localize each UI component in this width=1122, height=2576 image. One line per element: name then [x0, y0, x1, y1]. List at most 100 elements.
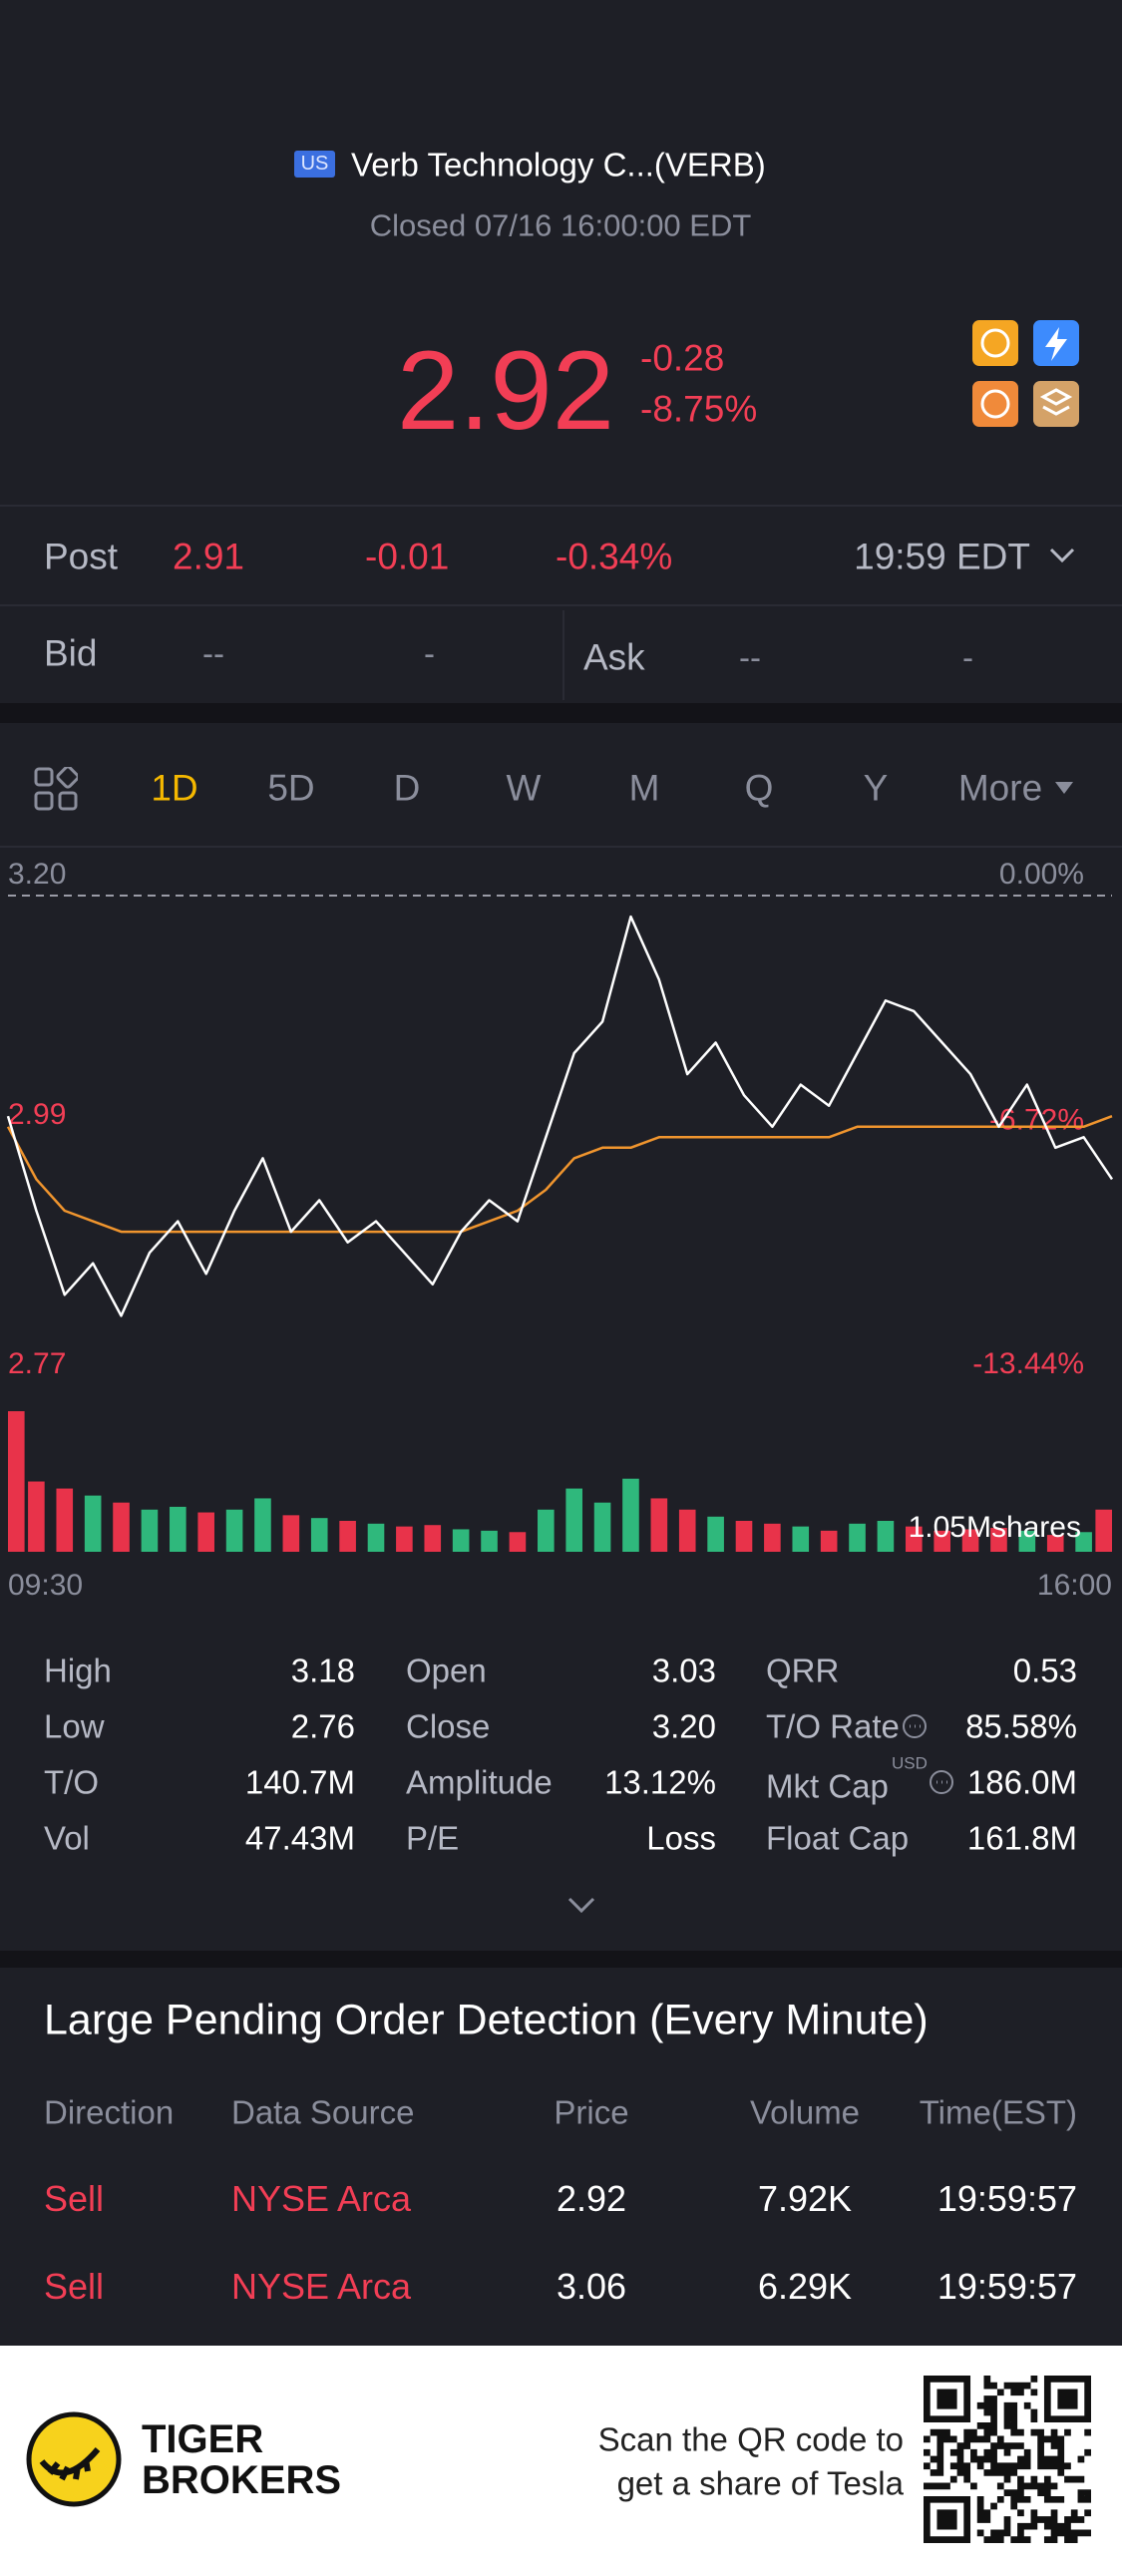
- volume-bar: [849, 1523, 866, 1552]
- section-gap: [0, 703, 1122, 723]
- qr-code: [924, 2376, 1091, 2543]
- logo-stripes: [39, 2447, 101, 2481]
- brand-line: BROKERS: [142, 2458, 342, 2502]
- stat-value: 3.20: [651, 1707, 716, 1745]
- logo-circle: [26, 2411, 122, 2507]
- period-tab[interactable]: 1D: [151, 767, 198, 809]
- volume-bar: [310, 1518, 328, 1552]
- ask-price: --: [739, 638, 761, 676]
- intraday-chart: 3.202.992.770.00%-6.72%-13.44%1.05Mshare…: [6, 858, 1114, 1602]
- volume-bar: [877, 1520, 895, 1552]
- stat-value: 13.12%: [604, 1763, 716, 1801]
- stat-value: 0.53: [1012, 1652, 1077, 1689]
- divider: [0, 604, 1122, 606]
- stat-label: Float Cap: [766, 1819, 910, 1857]
- stat-label: Close: [406, 1707, 491, 1745]
- order-cell: 6.29K: [757, 2266, 853, 2307]
- volume-bar: [84, 1495, 102, 1552]
- stat-label: T/O Rate: [766, 1707, 900, 1745]
- price-change-percent: -8.75%: [640, 388, 758, 430]
- volume-bar: [906, 1526, 923, 1552]
- volume-bar: [707, 1516, 724, 1552]
- period-tab[interactable]: Y: [863, 767, 889, 809]
- column-header: Data Source: [231, 2093, 415, 2131]
- y-tick-label: 3.20: [8, 858, 66, 891]
- divider: [0, 505, 1122, 507]
- volume-bar: [678, 1509, 696, 1552]
- promo-line: Scan the QR code to: [597, 2420, 904, 2458]
- volume-bar: [735, 1520, 753, 1552]
- volume-bar: [197, 1512, 214, 1552]
- volume-bar: [282, 1515, 300, 1552]
- price-change: -0.28: [640, 337, 725, 379]
- volume-bar: [538, 1509, 555, 1552]
- last-price: 2.92: [397, 328, 614, 453]
- stat-label: Amplitude: [406, 1763, 553, 1801]
- y2-tick-label: 0.00%: [999, 858, 1084, 891]
- volume-bar: [622, 1478, 639, 1552]
- icon-dividend[interactable]: [972, 320, 1018, 366]
- order-cell: Sell: [44, 2266, 105, 2307]
- icon-glyph: [980, 328, 1010, 358]
- expand-chevron[interactable]: [566, 1895, 596, 1915]
- volume-bar: [254, 1498, 271, 1552]
- order-cell: 2.92: [556, 2178, 627, 2219]
- volume-bar: [934, 1530, 950, 1552]
- period-tab[interactable]: Q: [744, 767, 774, 809]
- more-arrow[interactable]: [1053, 780, 1075, 796]
- volume-bar: [56, 1488, 74, 1552]
- stat-label: Vol: [44, 1819, 90, 1857]
- post-time[interactable]: 19:59 EDT: [854, 536, 1030, 577]
- stat-label: T/O: [44, 1763, 99, 1801]
- x-tick-label: 16:00: [1037, 1569, 1112, 1602]
- order-cell: NYSE Arca: [231, 2266, 412, 2307]
- period-tab[interactable]: W: [506, 767, 542, 809]
- period-tab[interactable]: M: [628, 767, 660, 809]
- stat-label: QRR: [766, 1652, 840, 1689]
- stat-value: 2.76: [290, 1707, 355, 1745]
- column-header: Time(EST): [919, 2093, 1077, 2131]
- order-cell: 19:59:57: [936, 2178, 1077, 2219]
- volume-bar: [8, 1411, 25, 1552]
- stat-label: P/E: [406, 1819, 460, 1857]
- icon-analysis[interactable]: [972, 381, 1018, 427]
- price-line: [6, 915, 1114, 1317]
- period-tab[interactable]: More: [957, 767, 1043, 809]
- period-tab[interactable]: 5D: [267, 767, 315, 809]
- volume-bar: [1046, 1535, 1064, 1552]
- section-title: Large Pending Order Detection (Every Min…: [44, 1996, 929, 2044]
- volume-bar: [764, 1523, 781, 1552]
- post-change: -0.01: [365, 536, 450, 577]
- chevron-down[interactable]: [1047, 545, 1077, 566]
- icon-cell: [34, 791, 54, 811]
- bid-label: Bid: [44, 632, 98, 674]
- icon-ring: [930, 1770, 953, 1794]
- volume-bar: [452, 1529, 470, 1552]
- market-status: Closed 07/16 16:00:00 EDT: [369, 207, 752, 243]
- period-tab[interactable]: D: [393, 767, 421, 809]
- order-cell: NYSE Arca: [231, 2178, 412, 2219]
- volume-bar: [424, 1525, 442, 1552]
- order-cell: 3.06: [556, 2266, 627, 2307]
- volume-bar: [1018, 1530, 1036, 1552]
- info-icon[interactable]: [901, 1712, 929, 1740]
- stat-value: Loss: [646, 1819, 716, 1857]
- layout-icon[interactable]: [34, 767, 78, 811]
- icon-cell: [56, 767, 78, 789]
- volume-bar: [141, 1509, 159, 1552]
- stat-label: Mkt Cap: [766, 1767, 889, 1805]
- volume-label: 1.05Mshares: [909, 1511, 1081, 1544]
- stock-name: Verb Technology C...(VERB): [351, 146, 766, 184]
- feature-icons[interactable]: [969, 317, 1083, 431]
- stat-value: 161.8M: [966, 1819, 1077, 1857]
- volume-bar: [225, 1509, 243, 1552]
- post-label: Post: [44, 536, 119, 577]
- volume-bar: [792, 1526, 810, 1552]
- market-badge: US: [294, 151, 335, 178]
- stat-value: 3.18: [290, 1652, 355, 1689]
- column-header: Direction: [44, 2093, 175, 2131]
- volume-bar: [509, 1532, 527, 1552]
- icon-glyph: [980, 389, 1010, 419]
- info-icon[interactable]: [928, 1768, 955, 1796]
